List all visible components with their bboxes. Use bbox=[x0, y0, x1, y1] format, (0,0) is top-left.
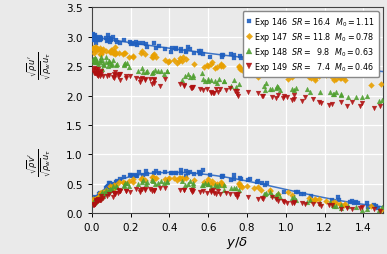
Exp 146  $SR = 16.4$  $M_0 = 1.11$ bbox=[154, 47, 158, 50]
Exp 149  $SR =\;\; 7.4$  $M_0 = 0.46$ bbox=[118, 80, 122, 83]
Exp 149  $SR =\;\; 7.4$  $M_0 = 0.46$ bbox=[91, 69, 96, 72]
Exp 147  $SR = 11.8$  $M_0 = 0.78$ bbox=[369, 84, 373, 87]
Line: Exp 147  $SR = 11.8$  $M_0 = 0.78$: Exp 147 $SR = 11.8$ $M_0 = 0.78$ bbox=[91, 45, 383, 88]
Exp 148  $SR =\;\; 9.8$  $M_0 = 0.63$ bbox=[183, 76, 187, 79]
Exp 146  $SR = 16.4$  $M_0 = 1.11$ bbox=[91, 33, 96, 36]
Exp 146  $SR = 16.4$  $M_0 = 1.11$ bbox=[115, 41, 119, 44]
Exp 147  $SR = 11.8$  $M_0 = 0.78$ bbox=[180, 57, 185, 60]
Exp 146  $SR = 16.4$  $M_0 = 1.11$ bbox=[178, 49, 183, 52]
X-axis label: $y/\delta$: $y/\delta$ bbox=[226, 234, 248, 250]
Exp 149  $SR =\;\; 7.4$  $M_0 = 0.46$ bbox=[152, 78, 156, 81]
Exp 149  $SR =\;\; 7.4$  $M_0 = 0.46$ bbox=[329, 103, 334, 106]
Exp 147  $SR = 11.8$  $M_0 = 0.78$ bbox=[99, 49, 103, 52]
Exp 146  $SR = 16.4$  $M_0 = 1.11$ bbox=[352, 71, 357, 74]
Exp 149  $SR =\;\; 7.4$  $M_0 = 0.46$ bbox=[191, 86, 195, 89]
Exp 148  $SR =\;\; 9.8$  $M_0 = 0.63$ bbox=[98, 61, 103, 64]
Exp 149  $SR =\;\; 7.4$  $M_0 = 0.46$ bbox=[372, 107, 377, 110]
Exp 148  $SR =\;\; 9.8$  $M_0 = 0.63$ bbox=[153, 69, 158, 72]
Exp 149  $SR =\;\; 7.4$  $M_0 = 0.46$ bbox=[91, 67, 96, 70]
Exp 149  $SR =\;\; 7.4$  $M_0 = 0.46$ bbox=[189, 87, 194, 90]
Exp 148  $SR =\;\; 9.8$  $M_0 = 0.63$ bbox=[379, 99, 384, 102]
Exp 147  $SR = 11.8$  $M_0 = 0.78$ bbox=[113, 52, 118, 55]
Exp 147  $SR = 11.8$  $M_0 = 0.78$ bbox=[332, 79, 336, 82]
Exp 146  $SR = 16.4$  $M_0 = 1.11$ bbox=[376, 71, 380, 74]
Exp 147  $SR = 11.8$  $M_0 = 0.78$ bbox=[91, 48, 95, 51]
Exp 149  $SR =\;\; 7.4$  $M_0 = 0.46$ bbox=[98, 75, 102, 78]
Line: Exp 149  $SR =\;\; 7.4$  $M_0 = 0.46$: Exp 149 $SR =\;\; 7.4$ $M_0 = 0.46$ bbox=[91, 66, 382, 111]
Exp 148  $SR =\;\; 9.8$  $M_0 = 0.63$ bbox=[104, 56, 108, 59]
Exp 146  $SR = 16.4$  $M_0 = 1.11$ bbox=[184, 50, 188, 53]
Exp 146  $SR = 16.4$  $M_0 = 1.11$ bbox=[98, 39, 102, 42]
Legend: Exp 146  $SR = 16.4$  $M_0 = 1.11$, Exp 147  $SR = 11.8$  $M_0 = 0.78$, Exp 148 : Exp 146 $SR = 16.4$ $M_0 = 1.11$, Exp 14… bbox=[243, 12, 379, 78]
Exp 148  $SR =\;\; 9.8$  $M_0 = 0.63$ bbox=[377, 101, 381, 104]
Exp 149  $SR =\;\; 7.4$  $M_0 = 0.46$ bbox=[378, 105, 382, 108]
Exp 148  $SR =\;\; 9.8$  $M_0 = 0.63$ bbox=[339, 94, 343, 97]
Exp 147  $SR = 11.8$  $M_0 = 0.78$ bbox=[378, 83, 383, 86]
Exp 147  $SR = 11.8$  $M_0 = 0.78$ bbox=[152, 54, 156, 57]
Exp 147  $SR = 11.8$  $M_0 = 0.78$ bbox=[92, 46, 97, 49]
Exp 148  $SR =\;\; 9.8$  $M_0 = 0.63$ bbox=[114, 64, 118, 67]
Exp 148  $SR =\;\; 9.8$  $M_0 = 0.63$ bbox=[91, 59, 95, 62]
Exp 148  $SR =\;\; 9.8$  $M_0 = 0.63$ bbox=[191, 74, 196, 77]
Line: Exp 146  $SR = 16.4$  $M_0 = 1.11$: Exp 146 $SR = 16.4$ $M_0 = 1.11$ bbox=[91, 33, 380, 75]
Text: $\frac{\sqrt{\rho}u^{\prime}}{\sqrt{\rho_w}u_\tau}$: $\frac{\sqrt{\rho}u^{\prime}}{\sqrt{\rho… bbox=[25, 52, 54, 80]
Exp 147  $SR = 11.8$  $M_0 = 0.78$ bbox=[176, 61, 181, 64]
Text: $\frac{\sqrt{\rho}v^{\prime}}{\sqrt{\rho_w}u_\tau}$: $\frac{\sqrt{\rho}v^{\prime}}{\sqrt{\rho… bbox=[25, 148, 54, 176]
Line: Exp 148  $SR =\;\; 9.8$  $M_0 = 0.63$: Exp 148 $SR =\;\; 9.8$ $M_0 = 0.63$ bbox=[91, 55, 384, 104]
Exp 146  $SR = 16.4$  $M_0 = 1.11$ bbox=[91, 39, 96, 42]
